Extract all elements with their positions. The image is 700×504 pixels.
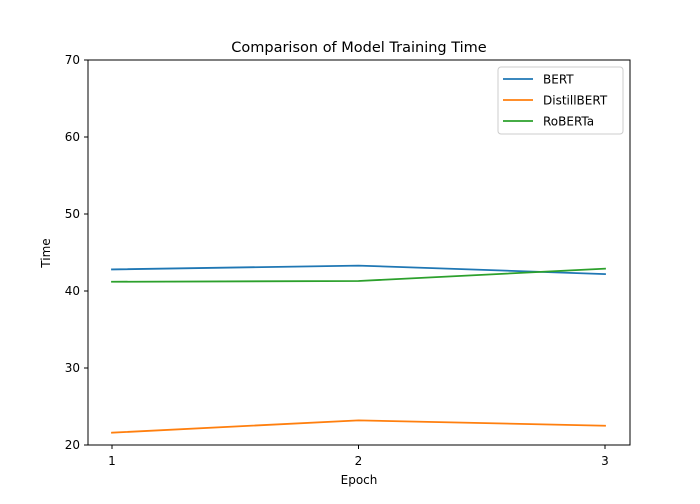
y-tick-label: 60	[65, 130, 80, 144]
series-line-roberta	[111, 267, 606, 283]
series-line-bert	[111, 264, 606, 275]
x-axis-label: Epoch	[341, 473, 378, 487]
y-tick-label: 30	[65, 361, 80, 375]
series-line-distillbert	[111, 419, 606, 434]
legend-label-roberta: RoBERTa	[543, 115, 594, 129]
x-tick-label: 1	[108, 454, 116, 468]
legend-box	[497, 66, 624, 135]
series-lines	[111, 264, 606, 434]
x-axis: 1 2 3	[108, 445, 609, 468]
legend: BERT DistillBERT RoBERTa	[497, 66, 624, 135]
chart-title: Comparison of Model Training Time	[231, 40, 487, 56]
x-tick-label: 2	[355, 454, 363, 468]
y-tick-label: 50	[65, 207, 80, 221]
y-axis-label: Time	[39, 238, 53, 268]
legend-label-bert: BERT	[543, 73, 574, 87]
x-tick-label: 3	[601, 454, 609, 468]
y-tick-label: 70	[65, 53, 80, 67]
y-tick-label: 40	[65, 284, 80, 298]
legend-label-distillbert: DistillBERT	[543, 94, 608, 108]
y-tick-label: 20	[65, 438, 80, 452]
y-axis: 20 30 40 50 60 70	[65, 53, 88, 452]
